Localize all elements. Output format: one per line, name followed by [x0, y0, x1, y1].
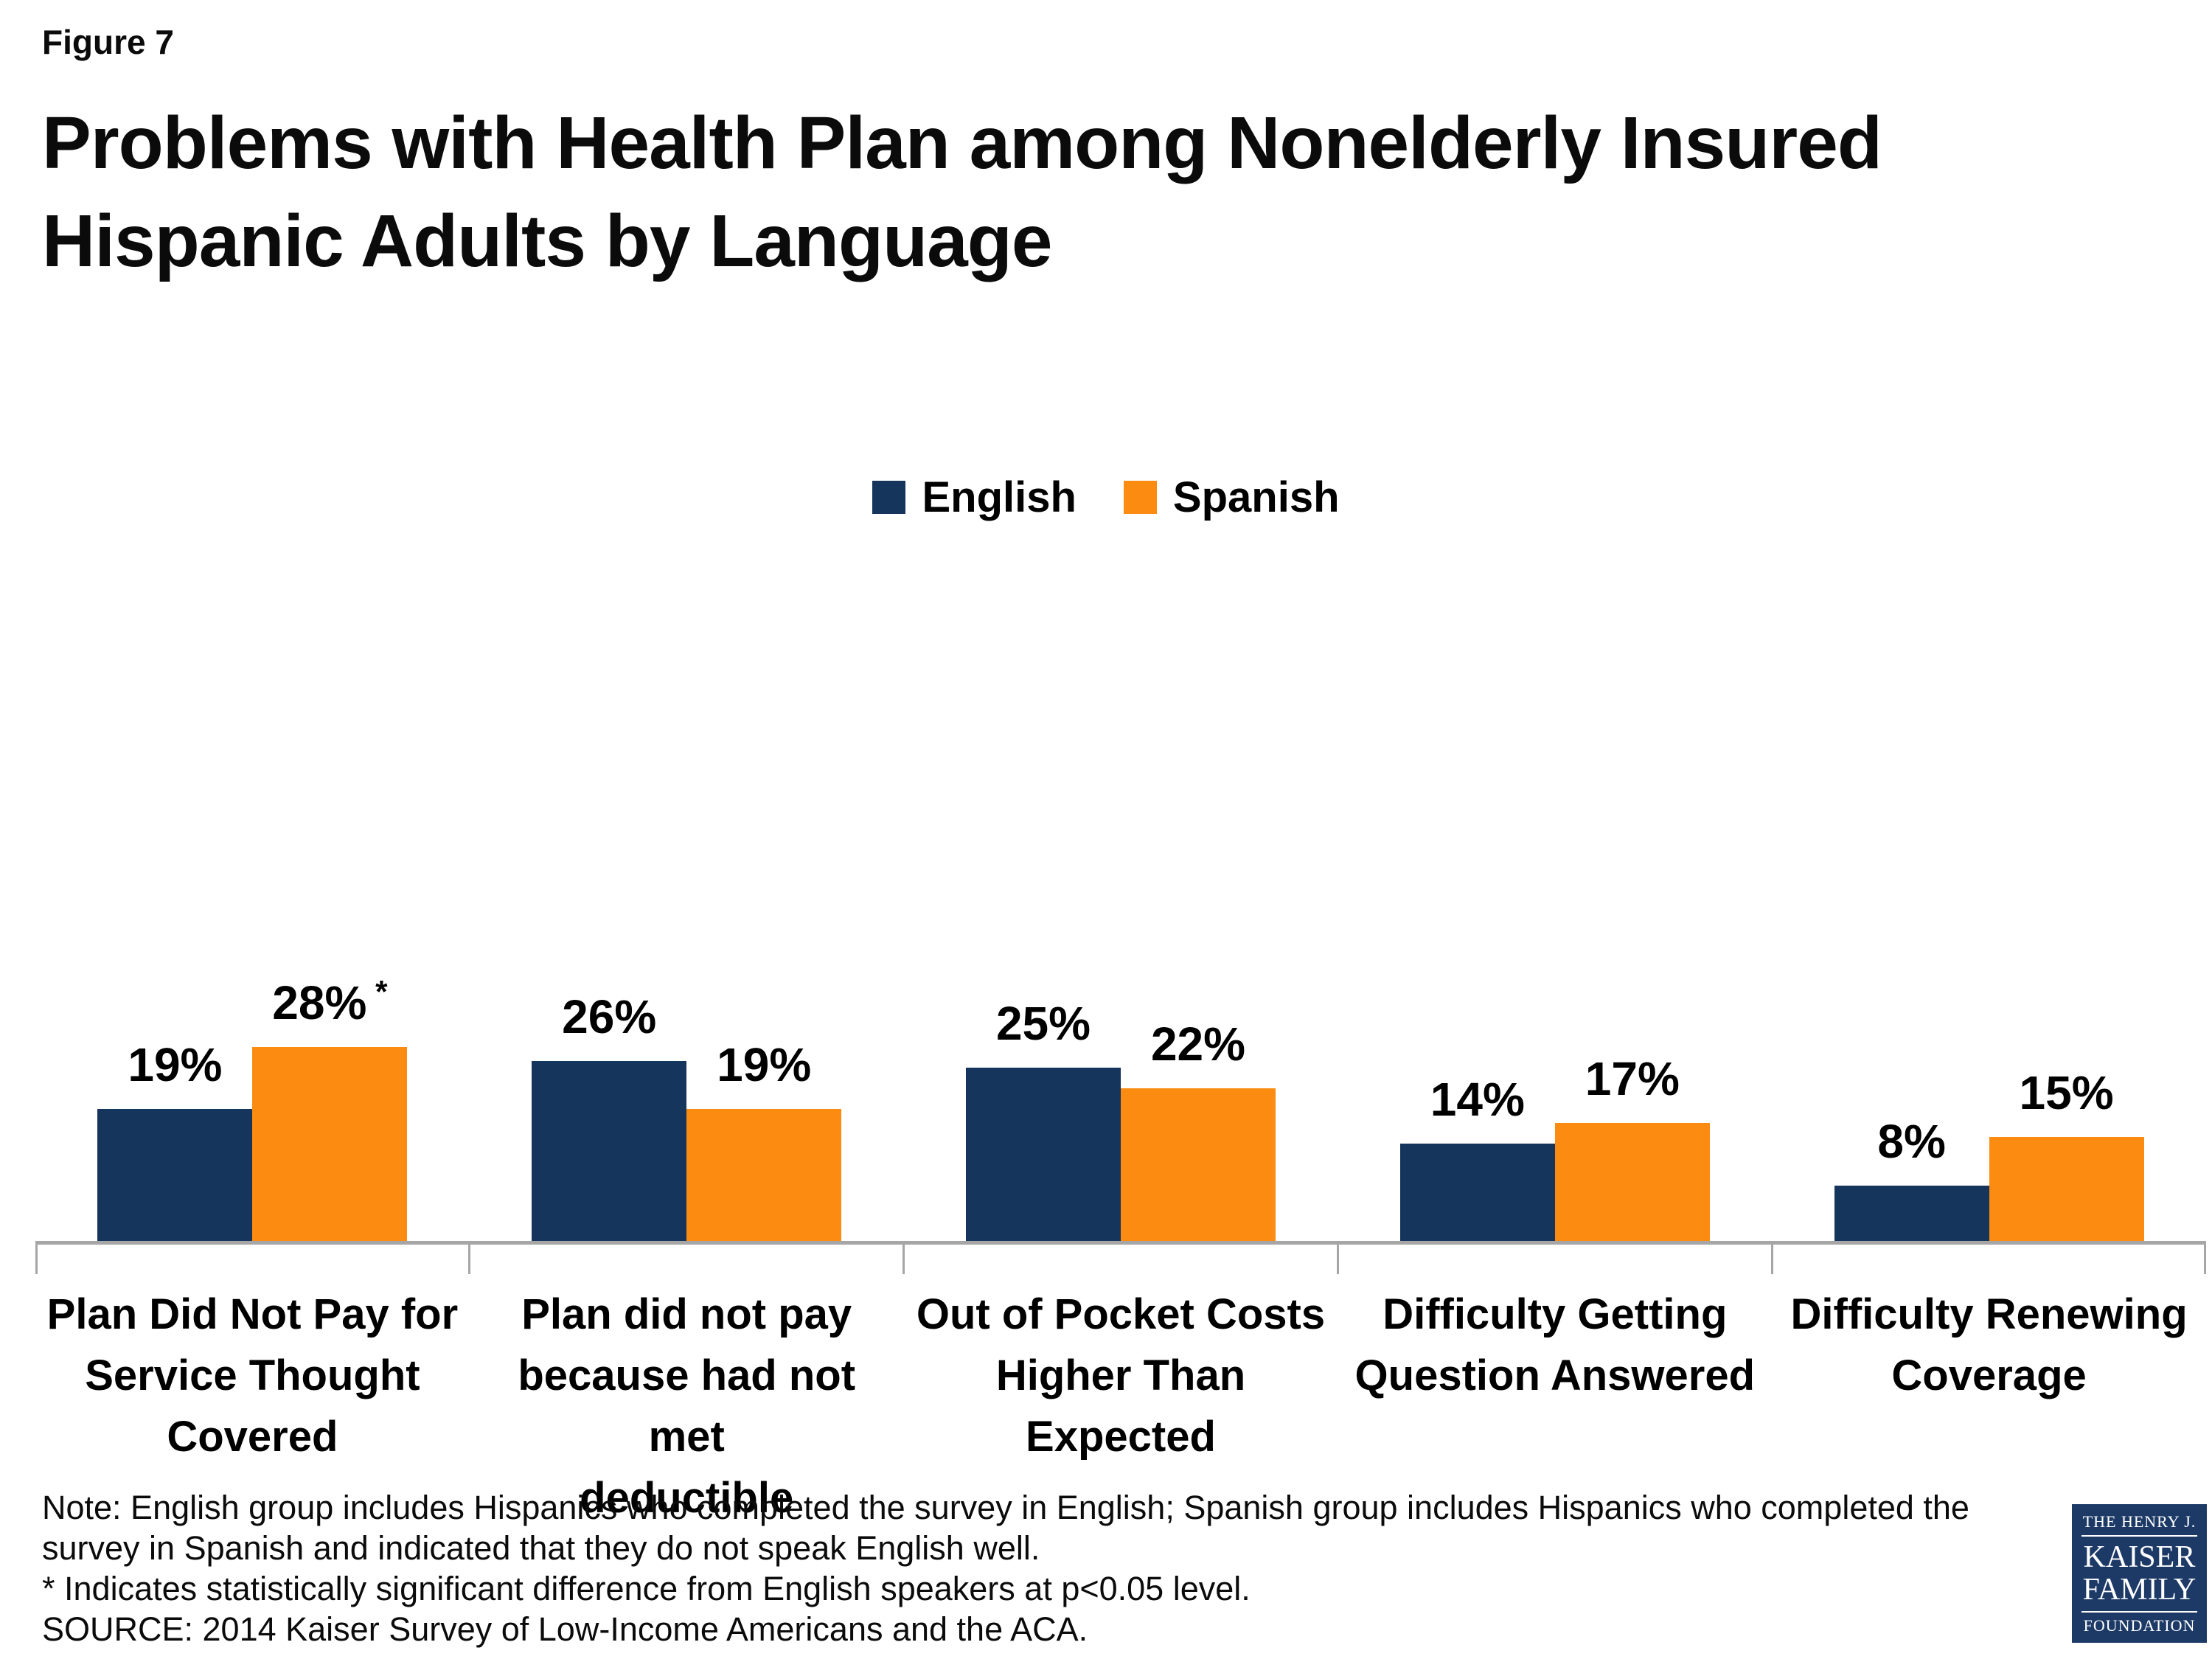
- note-line: Note: English group includes Hispanics w…: [42, 1489, 1969, 1526]
- significance-asterisk: *: [366, 974, 388, 1009]
- note-line: SOURCE: 2014 Kaiser Survey of Low-Income…: [42, 1610, 1088, 1648]
- chart-legend: English Spanish: [0, 473, 2212, 521]
- bar-spanish-1: [686, 1109, 842, 1241]
- axis-tick: [902, 1245, 905, 1274]
- axis-tick: [1770, 1245, 1773, 1274]
- bar-value-label-english-4: 8%: [1877, 1115, 1946, 1168]
- bar-english-0: [97, 1109, 253, 1241]
- bar-value-label-english-3: 14%: [1430, 1073, 1525, 1126]
- bar-chart: 19% 26% 25% 14% 8% 28% * 19% 22% 17% 15%: [35, 956, 2206, 1274]
- x-axis-line: [35, 1241, 2206, 1245]
- category-label-4: Difficulty Renewing Coverage: [1790, 1290, 2188, 1399]
- page-title-line2: Hispanic Adults by Language: [42, 200, 1052, 282]
- page-title-line1: Problems with Health Plan among Nonelder…: [42, 102, 1882, 184]
- bar-value-label-spanish-1: 19%: [717, 1038, 812, 1091]
- bar-spanish-3: [1554, 1123, 1710, 1241]
- bar-english-3: [1399, 1144, 1555, 1241]
- logo-divider: [2081, 1611, 2198, 1613]
- bar-english-2: [966, 1068, 1121, 1241]
- kaiser-family-foundation-logo: THE HENRY J. KAISER FAMILY FOUNDATION: [2072, 1504, 2207, 1643]
- logo-text-foundation: FOUNDATION: [2083, 1616, 2196, 1635]
- bar-value-label-spanish-0: 28% *: [272, 974, 388, 1029]
- bar-english-4: [1834, 1186, 1989, 1241]
- note-line: survey in Spanish and indicated that the…: [42, 1528, 1040, 1567]
- bar-value-label-spanish-3: 17%: [1585, 1052, 1680, 1105]
- bar-english-1: [532, 1061, 687, 1241]
- axis-tick: [468, 1245, 471, 1274]
- axis-tick: [35, 1245, 38, 1274]
- bar-spanish-0: [252, 1047, 408, 1241]
- footnotes: Note: English group includes Hispanics w…: [42, 1488, 1969, 1650]
- legend-swatch-spanish: [1123, 481, 1157, 514]
- axis-tick: [2204, 1245, 2206, 1274]
- logo-text-henry-j: THE HENRY J.: [2082, 1512, 2197, 1531]
- category-axis-labels: Plan Did Not Pay for Service Thought Cov…: [35, 1284, 2206, 1529]
- axis-tick: [1336, 1245, 1339, 1274]
- bar-value-label-spanish-4: 15%: [2019, 1066, 2114, 1119]
- note-line: * Indicates statistically significant di…: [42, 1569, 1251, 1607]
- legend-label: English: [922, 473, 1077, 521]
- page-title: Problems with Health Plan among Nonelder…: [42, 94, 1882, 291]
- logo-text-kaiser: KAISER: [2083, 1540, 2196, 1574]
- legend-item-english: English: [872, 473, 1077, 521]
- bar-value-label-english-0: 19%: [128, 1038, 223, 1091]
- legend-label: Spanish: [1172, 473, 1340, 521]
- bar-value-label-english-2: 25%: [995, 997, 1091, 1050]
- bar-spanish-4: [1989, 1137, 2144, 1241]
- figure-number-label: Figure 7: [42, 23, 174, 61]
- logo-divider: [2081, 1535, 2198, 1537]
- bar-value-label-spanish-2: 22%: [1150, 1018, 1246, 1071]
- legend-swatch-english: [872, 481, 906, 514]
- category-label-1: Plan did not pay because had not met ded…: [518, 1290, 856, 1522]
- legend-item-spanish: Spanish: [1123, 473, 1340, 521]
- bar-spanish-2: [1121, 1088, 1276, 1241]
- logo-text-family: FAMILY: [2082, 1572, 2197, 1607]
- category-label-3: Difficulty Getting Question Answered: [1354, 1290, 1756, 1399]
- category-label-2: Out of Pocket Costs Higher Than Expected: [916, 1290, 1326, 1461]
- category-label-0: Plan Did Not Pay for Service Thought Cov…: [46, 1290, 459, 1461]
- bar-value-label-english-1: 26%: [562, 990, 657, 1043]
